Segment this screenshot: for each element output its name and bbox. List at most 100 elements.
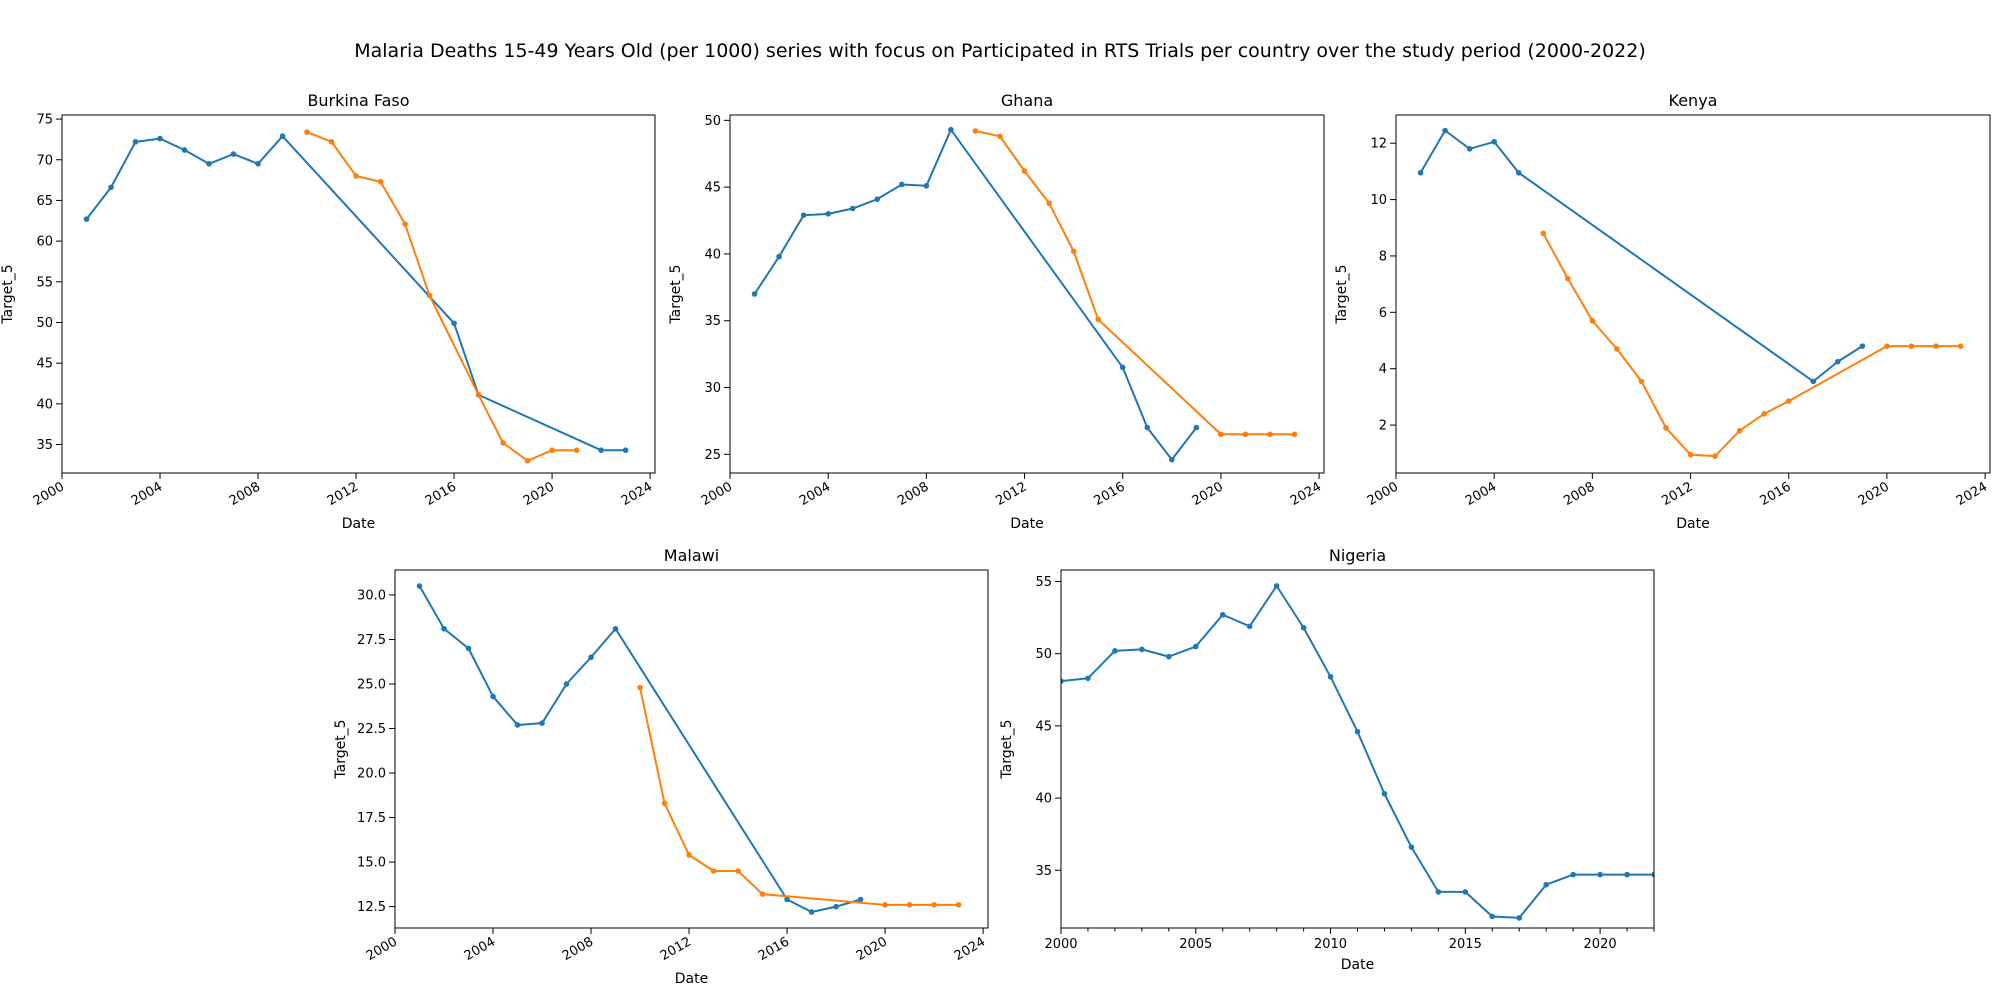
- malawi-ytick-label: 20.0: [357, 767, 386, 782]
- malawi-series-1: [637, 684, 962, 908]
- nigeria-series-0-point: [1192, 643, 1199, 650]
- malawi-ytick-label: 30.0: [357, 588, 386, 603]
- kenya-series-1-point: [1884, 343, 1890, 349]
- ghana-series-0-point: [849, 205, 856, 212]
- kenya-xtick-label: 2024: [1954, 479, 1990, 509]
- burkina-faso-xtick-label: 2008: [227, 479, 263, 509]
- kenya-series-0-point: [1515, 169, 1522, 176]
- malawi-ytick-label: 22.5: [357, 722, 386, 737]
- nigeria-series-0-point: [1085, 675, 1091, 682]
- kenya-axes-frame: [1395, 114, 1991, 474]
- ghana-ylabel: Target_5: [668, 264, 684, 324]
- ghana-series-0-point: [948, 126, 954, 133]
- nigeria-series-0-point: [1489, 913, 1496, 920]
- ghana-series-1: [972, 128, 1298, 438]
- malawi-series-0: [416, 583, 864, 915]
- malawi-series-0-point: [539, 720, 545, 726]
- burkina-faso-xtick-label: 2020: [521, 479, 557, 509]
- nigeria-series-0-point: [1300, 624, 1307, 631]
- burkina-faso-series-0-point: [598, 447, 604, 454]
- malawi-series-0-point: [588, 654, 594, 661]
- kenya-series-1-point: [1908, 343, 1915, 349]
- malawi-series-0-point: [490, 693, 496, 700]
- kenya-ytick-label: 2: [1379, 419, 1387, 434]
- kenya-series-1-point: [1687, 451, 1694, 458]
- ghana-series-0-point: [1119, 364, 1126, 371]
- kenya-series-1-line: [1542, 232, 1961, 458]
- malawi-series-0-point: [441, 625, 447, 632]
- burkina-faso-ytick-label: 35: [36, 438, 53, 453]
- nigeria-series-0-point: [1273, 583, 1280, 589]
- ghana-xtick-label: 2016: [1092, 479, 1128, 509]
- nigeria-series-0-point: [1166, 653, 1172, 660]
- ghana-xtick-label: 2020: [1190, 479, 1226, 509]
- malawi-xtick-label: 2012: [658, 934, 694, 964]
- burkina-faso-series-1-point: [524, 457, 531, 464]
- ghana-xtick-label: 2024: [1288, 479, 1324, 509]
- ghana-series-1-point: [997, 133, 1003, 140]
- malawi-series-0-point: [416, 583, 423, 589]
- panel-ghana: Ghana 2000 2004 2008 2012 2016 2020 2024 25 30 35 4…: [668, 91, 1325, 532]
- ghana-series-1-point: [1242, 431, 1249, 438]
- nigeria-series-0-point: [1651, 871, 1654, 878]
- nigeria-ylabel: Target_5: [999, 719, 1015, 779]
- ghana-series-0-point: [800, 212, 807, 218]
- malawi-series-0-point: [808, 909, 815, 915]
- burkina-faso-series-1-line: [306, 131, 577, 462]
- burkina-faso-series-1: [304, 129, 580, 464]
- nigeria-ytick-label: 40: [1035, 792, 1052, 807]
- nigeria-series-0-point: [1381, 790, 1388, 797]
- ghana-series-1-point: [1291, 431, 1298, 438]
- kenya-series-1-point: [1785, 398, 1792, 404]
- nigeria-series-0-point: [1061, 678, 1064, 684]
- ghana-xtick-label: 2000: [699, 479, 735, 509]
- burkina-faso-series-1-point: [475, 392, 482, 398]
- malawi-series-1-line: [639, 687, 959, 906]
- kenya-series-1-point: [1540, 230, 1547, 237]
- nigeria-xlabel: Date: [1341, 957, 1374, 973]
- ghana-series-1-point: [1218, 431, 1224, 438]
- malawi-series-1-point: [882, 902, 888, 908]
- kenya-xtick-label: 2012: [1659, 479, 1695, 509]
- panel-burkina-faso: Burkina Faso 2000 2004 2008 2012 2016 2020 2024…: [0, 91, 656, 532]
- ghana-series-0-point: [923, 182, 930, 189]
- kenya-ytick-label: 10: [1370, 193, 1387, 208]
- kenya-ytick-label: 8: [1379, 249, 1387, 264]
- nigeria-xtick-label: 2000: [1044, 937, 1077, 952]
- burkina-faso-series-1-point: [402, 221, 408, 227]
- malawi-series-0-point: [465, 645, 472, 652]
- kenya-series-0-point: [1835, 358, 1841, 365]
- malawi-series-0-point: [857, 896, 864, 903]
- kenya-series-0-point: [1810, 378, 1817, 385]
- panel-malawi: Malawi 2000 2004 2008 2012 2016 2020 2024 12.5 15…: [333, 546, 989, 987]
- nigeria-ytick-label: 35: [1035, 864, 1052, 879]
- malawi-series-0-point: [514, 722, 521, 728]
- malawi-series-1-point: [735, 868, 741, 874]
- kenya-series-0: [1417, 127, 1866, 385]
- malawi-xtick-label: 2008: [560, 934, 596, 964]
- burkina-faso-ytick-label: 60: [36, 235, 53, 250]
- burkina-faso-series-0-point: [108, 184, 114, 191]
- ghana-xlabel: Date: [1010, 516, 1043, 532]
- malawi-ytick-label: 17.5: [357, 811, 386, 826]
- burkina-faso-series-1-point: [573, 447, 580, 454]
- malawi-axes-frame: [394, 569, 989, 929]
- malawi-series-0-point: [784, 896, 790, 903]
- malawi-series-1-point: [955, 902, 962, 908]
- burkina-faso-xtick-label: 2000: [31, 479, 67, 509]
- nigeria-ytick-label: 45: [1035, 719, 1052, 734]
- ghana-series-0-point: [899, 181, 905, 188]
- nigeria-xtick-label: 2010: [1314, 937, 1347, 952]
- kenya-series-1-point: [1638, 378, 1645, 385]
- burkina-faso-ytick-label: 70: [36, 153, 53, 168]
- malawi-series-0-line: [418, 585, 861, 913]
- ghana-series-1-point: [1267, 431, 1273, 438]
- malawi-title: Malawi: [664, 546, 719, 565]
- burkina-faso-series-0-point: [230, 151, 237, 157]
- malawi-ytick-label: 25.0: [357, 677, 386, 692]
- malawi-series-0-point: [833, 903, 839, 910]
- burkina-faso-series-0-point: [279, 133, 286, 139]
- burkina-faso-title: Burkina Faso: [307, 91, 409, 110]
- kenya-xtick-label: 2004: [1463, 479, 1499, 509]
- ghana-ytick-label: 50: [704, 114, 721, 129]
